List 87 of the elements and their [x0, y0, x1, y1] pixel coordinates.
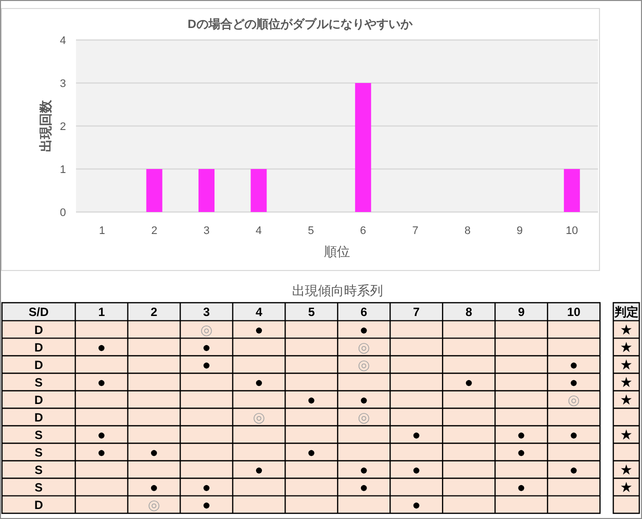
text: ●	[517, 479, 526, 496]
x-tick-label: 10	[566, 225, 578, 237]
y2-tick-label: ★	[620, 462, 633, 478]
text: ●	[202, 496, 211, 513]
y-tick-label: S	[34, 428, 43, 442]
text: ●	[307, 444, 316, 460]
x-tick-label: 1	[99, 225, 106, 237]
chart-title: Dの場合どの順位がダブルになりやすいか	[188, 17, 414, 31]
text: ●	[202, 479, 211, 496]
x-tick-label: 7	[412, 225, 418, 237]
y2-tick-label: ★	[620, 391, 633, 408]
y-tick-label: D	[34, 410, 44, 424]
text: ●	[254, 321, 264, 338]
text: ●	[360, 479, 368, 496]
x-tick-label: 9	[516, 225, 523, 237]
y-axis-title: 出現回数	[38, 99, 53, 152]
x-tick-label: 4	[256, 225, 262, 237]
text: ◎	[568, 391, 580, 408]
text: ●	[570, 462, 578, 478]
x-tick-label: 1	[98, 305, 106, 320]
x-tick-label: 3	[203, 225, 210, 237]
text: ●	[517, 426, 526, 443]
y-tick-label: D	[34, 392, 44, 407]
y-tick-label: 1	[60, 164, 66, 176]
y2-tick-label: ★	[620, 321, 633, 338]
y2-tick-label: ★	[620, 426, 633, 443]
text: ◎	[252, 409, 266, 425]
text: ●	[570, 356, 578, 372]
text: ●	[517, 444, 526, 460]
text: ●	[254, 462, 264, 478]
text: ●	[360, 462, 368, 478]
text: ●	[150, 444, 158, 460]
x-tick-label: 7	[413, 305, 420, 320]
y-tick-label: D	[34, 340, 44, 354]
text: ◎	[358, 338, 370, 355]
y-tick-label: 4	[60, 35, 66, 47]
x-tick-label: 9	[518, 305, 525, 320]
x-tick-label: 8	[465, 305, 472, 320]
y-tick-label: 0	[60, 207, 66, 219]
y-tick-label: 3	[60, 78, 66, 90]
text: ◎	[200, 321, 213, 338]
text: ●	[570, 426, 578, 443]
x-tick-label: 2	[151, 225, 158, 237]
y-tick-label: S	[34, 463, 43, 478]
text: ●	[360, 391, 368, 408]
y2-tick-label: ★	[620, 479, 633, 496]
text: ◎	[358, 409, 370, 425]
y2-axis-title: 判定	[613, 305, 638, 320]
text: ●	[97, 338, 106, 355]
x-tick-label: 8	[464, 225, 471, 237]
text: ●	[464, 374, 474, 390]
text: ●	[150, 479, 158, 496]
x-tick-label: 5	[308, 305, 316, 320]
x-tick-label: 6	[360, 305, 368, 320]
text: ◎	[148, 496, 160, 513]
text: ●	[97, 444, 106, 460]
y-tick-label: S	[34, 375, 43, 390]
y-axis-title: S/D	[28, 305, 49, 320]
y-tick-label: S	[34, 480, 43, 495]
y-tick-label: D	[34, 322, 44, 337]
x-tick-label: 3	[203, 305, 210, 320]
text: ●	[412, 462, 421, 478]
text: ●	[570, 374, 578, 390]
y2-tick-label: ★	[620, 374, 633, 390]
chart-title: 出現傾向時系列	[292, 283, 384, 298]
text: ●	[97, 426, 106, 443]
x-tick-label: 2	[150, 305, 158, 320]
text: ●	[307, 391, 316, 408]
x-tick-label: 4	[256, 305, 263, 320]
x-tick-label: 6	[360, 225, 366, 237]
y-tick-label: D	[34, 498, 44, 512]
y2-tick-label: ★	[620, 356, 633, 372]
text: ●	[360, 321, 368, 338]
y-tick-label: S	[34, 446, 43, 460]
text: ●	[97, 374, 106, 390]
x-axis-title: 順位	[324, 244, 350, 259]
x-tick-label: 5	[308, 225, 314, 237]
x-tick-label: 10	[567, 305, 581, 320]
text: ●	[412, 496, 421, 513]
y2-tick-label: ★	[620, 338, 633, 355]
y-tick-label: 2	[60, 121, 66, 133]
text: ●	[254, 374, 264, 390]
y-tick-label: D	[34, 358, 44, 372]
text: ●	[412, 426, 421, 443]
text: ●	[202, 338, 211, 355]
text: ◎	[358, 356, 370, 372]
text: ●	[202, 356, 211, 372]
